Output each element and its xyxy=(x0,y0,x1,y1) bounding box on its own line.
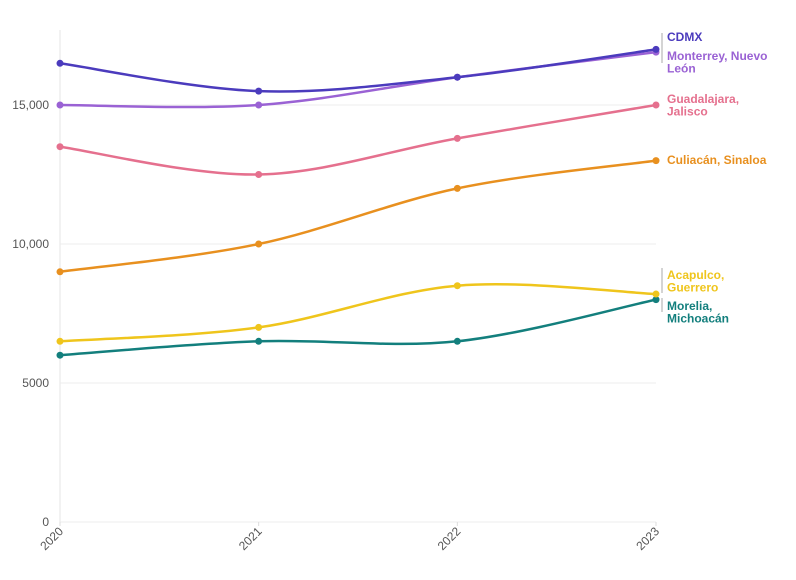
data-point xyxy=(56,268,64,276)
gridlines xyxy=(59,29,656,523)
data-point xyxy=(453,337,461,345)
data-point xyxy=(453,184,461,192)
series-label-line: CDMX xyxy=(667,30,702,44)
x-tick-label: 2021 xyxy=(236,524,265,553)
data-point xyxy=(255,337,263,345)
data-point xyxy=(255,240,263,248)
data-point xyxy=(56,143,64,151)
series-label: Culiacán, Sinaloa xyxy=(667,153,767,167)
series-label-line: Jalisco xyxy=(667,105,708,119)
data-point xyxy=(652,45,660,53)
y-tick-label: 0 xyxy=(42,515,49,529)
series-label: CDMX xyxy=(667,30,702,44)
data-point xyxy=(453,282,461,290)
data-point xyxy=(255,101,263,109)
data-point xyxy=(255,171,263,178)
series-label: Guadalajara, Jalisco xyxy=(667,92,739,119)
series-label: Monterrey, Nuevo León xyxy=(667,49,767,76)
series-label: Morelia, Michoacán xyxy=(667,299,729,326)
series-labels: CDMX Monterrey, Nuevo León Guadalajara, Jali… xyxy=(661,30,767,326)
y-tick-label: 10,000 xyxy=(12,237,49,251)
data-point xyxy=(652,290,660,298)
series-line xyxy=(59,283,657,343)
series-label-line: Guadalajara, xyxy=(667,92,739,106)
data-point xyxy=(453,73,461,81)
data-point xyxy=(652,296,660,304)
series-lines xyxy=(56,45,660,359)
x-axis: 2020 2021 2022 2023 xyxy=(37,522,662,553)
series-label-line: Culiacán, Sinaloa xyxy=(667,153,767,167)
x-tick-label: 2022 xyxy=(435,524,464,553)
data-point xyxy=(255,323,263,331)
y-tick-label: 5000 xyxy=(22,376,49,390)
data-point xyxy=(56,351,64,359)
series-line xyxy=(59,159,657,274)
y-tick-label: 15,000 xyxy=(12,98,49,112)
data-point xyxy=(255,87,263,95)
x-tick-label: 2023 xyxy=(633,524,662,553)
data-point xyxy=(652,157,660,165)
series-line xyxy=(59,48,657,93)
y-axis: 0 5000 10,000 15,000 xyxy=(12,98,49,529)
series-label-line: Guerrero xyxy=(667,281,718,295)
series-line xyxy=(59,298,657,357)
series-label-line: León xyxy=(667,62,696,76)
series-label-line: Morelia, xyxy=(667,299,712,313)
series-label-line: Acapulco, xyxy=(667,268,724,282)
data-point xyxy=(453,134,461,142)
series-label: Acapulco, Guerrero xyxy=(667,268,724,295)
data-point xyxy=(652,101,660,109)
data-point xyxy=(56,101,64,109)
data-point xyxy=(56,337,64,345)
series-label-line: Monterrey, Nuevo xyxy=(667,49,767,63)
series-label-line: Michoacán xyxy=(667,312,729,326)
data-point xyxy=(56,59,64,67)
series-line xyxy=(59,103,657,176)
